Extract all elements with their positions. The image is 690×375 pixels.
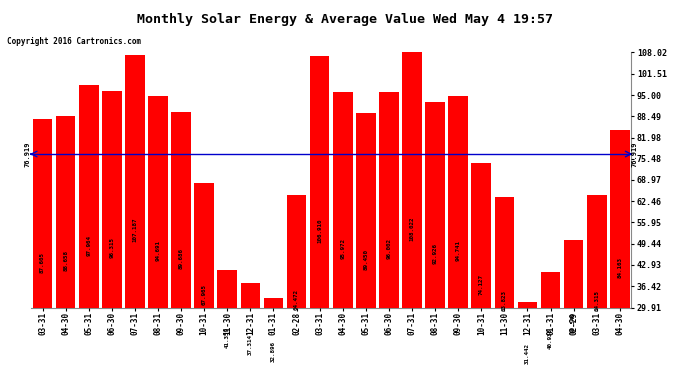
- Text: 96.315: 96.315: [109, 237, 115, 258]
- Bar: [217, 270, 237, 375]
- Bar: [56, 116, 75, 375]
- Text: 94.691: 94.691: [155, 240, 161, 261]
- Text: 67.965: 67.965: [201, 284, 207, 305]
- Bar: [495, 197, 514, 375]
- Text: 41.359: 41.359: [225, 327, 230, 348]
- Text: 108.022: 108.022: [409, 217, 415, 241]
- Text: 40.933: 40.933: [548, 328, 553, 349]
- Bar: [310, 56, 329, 375]
- Text: 64.315: 64.315: [594, 290, 599, 310]
- Text: 89.450: 89.450: [364, 249, 368, 270]
- Text: 88.658: 88.658: [63, 250, 68, 271]
- Bar: [356, 113, 375, 375]
- Bar: [518, 303, 538, 375]
- Bar: [241, 284, 260, 375]
- Bar: [379, 92, 399, 375]
- Text: 97.964: 97.964: [86, 235, 91, 256]
- Bar: [125, 55, 145, 375]
- Bar: [448, 96, 468, 375]
- Bar: [471, 163, 491, 375]
- Text: 106.910: 106.910: [317, 218, 322, 243]
- Text: 87.605: 87.605: [40, 252, 45, 273]
- Text: 92.926: 92.926: [433, 243, 437, 264]
- Text: 107.187: 107.187: [132, 218, 137, 242]
- Text: 31.442: 31.442: [525, 344, 530, 364]
- Bar: [610, 130, 629, 375]
- Text: 74.127: 74.127: [479, 274, 484, 295]
- Text: 50.549: 50.549: [571, 312, 576, 333]
- Bar: [79, 86, 99, 375]
- Bar: [33, 119, 52, 375]
- Bar: [564, 240, 584, 375]
- Text: 89.686: 89.686: [179, 248, 184, 269]
- Text: 76.919: 76.919: [632, 141, 638, 167]
- Text: 76.919: 76.919: [25, 141, 30, 167]
- Bar: [425, 102, 445, 375]
- Text: 32.896: 32.896: [271, 341, 276, 362]
- Text: 94.741: 94.741: [455, 240, 461, 261]
- Bar: [195, 183, 214, 375]
- Text: 63.823: 63.823: [502, 291, 507, 312]
- Text: Copyright 2016 Cartronics.com: Copyright 2016 Cartronics.com: [7, 38, 141, 46]
- Bar: [102, 91, 121, 375]
- Bar: [402, 53, 422, 375]
- Text: 95.972: 95.972: [340, 238, 345, 259]
- Bar: [541, 272, 560, 375]
- Text: 84.163: 84.163: [618, 257, 622, 278]
- Bar: [171, 112, 191, 375]
- Bar: [148, 96, 168, 375]
- Bar: [264, 298, 284, 375]
- Bar: [287, 195, 306, 375]
- Bar: [333, 92, 353, 375]
- Text: 64.472: 64.472: [294, 290, 299, 310]
- Text: Monthly Solar Energy & Average Value Wed May 4 19:57: Monthly Solar Energy & Average Value Wed…: [137, 13, 553, 26]
- Text: 96.002: 96.002: [386, 238, 391, 259]
- Text: 37.314: 37.314: [248, 334, 253, 355]
- Bar: [587, 195, 607, 375]
